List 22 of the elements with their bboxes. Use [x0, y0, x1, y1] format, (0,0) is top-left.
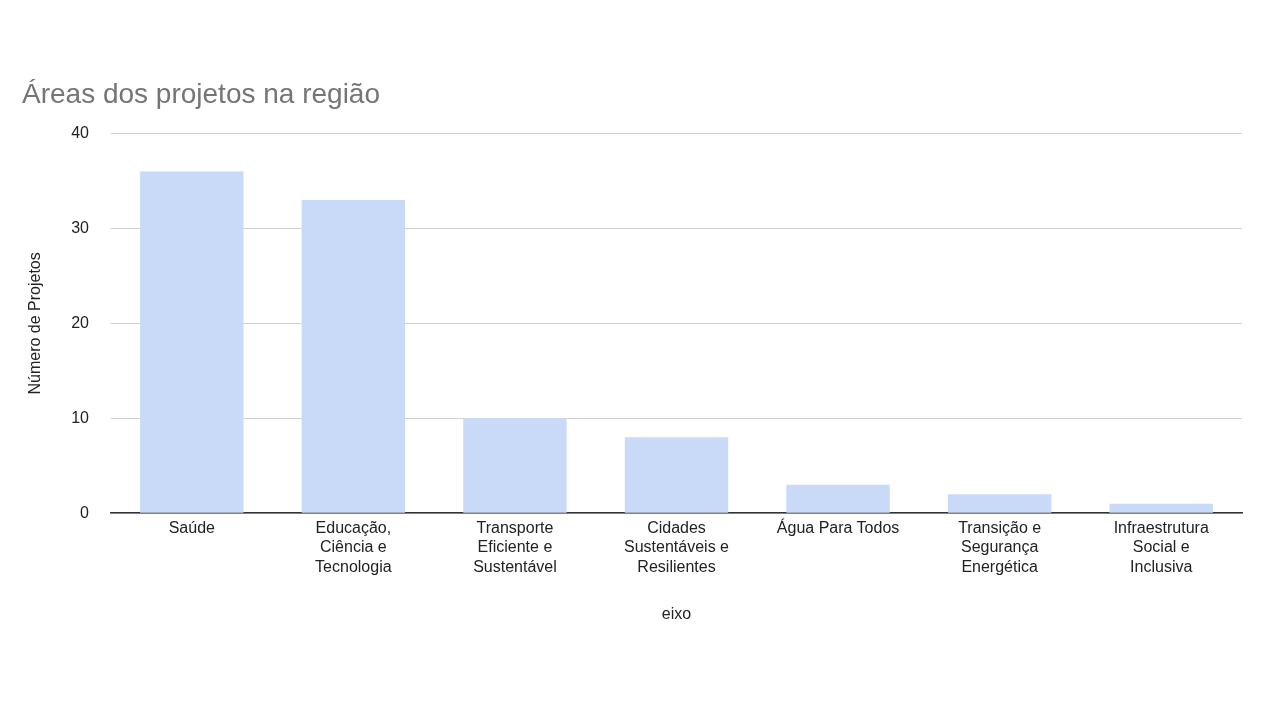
- bar: [947, 494, 1052, 513]
- y-axis-title: Número de Projetos: [26, 252, 44, 395]
- x-tick-label: Saúde: [168, 519, 216, 537]
- chart-title: Áreas dos projetos na região: [22, 77, 380, 109]
- x-tick-label: Transição e Segurança Energética: [958, 519, 1042, 575]
- bar: [1109, 503, 1213, 513]
- x-tick-label: Cidades Sustentáveis e Resilientes: [624, 519, 730, 575]
- y-tick-label: 40: [71, 124, 90, 142]
- x-tick-label: Água Para Todos: [776, 518, 900, 537]
- bar: [463, 418, 567, 513]
- x-tick-label: Transporte Eficiente e Sustentável: [473, 519, 557, 575]
- x-tick-label: Infraestrutura Social e Inclusiva: [1113, 519, 1209, 575]
- y-tick-label: 10: [71, 408, 90, 426]
- bar: [301, 200, 406, 513]
- y-tick-label: 20: [71, 313, 90, 331]
- y-tick-label: 30: [71, 218, 90, 236]
- bar: [786, 484, 890, 513]
- x-axis-title: eixo: [661, 604, 692, 622]
- y-tick-label: 0: [80, 503, 90, 521]
- x-tick-label: Educação, Ciência e Tecnologia: [315, 519, 392, 575]
- bar: [624, 437, 729, 513]
- bar: [140, 171, 244, 513]
